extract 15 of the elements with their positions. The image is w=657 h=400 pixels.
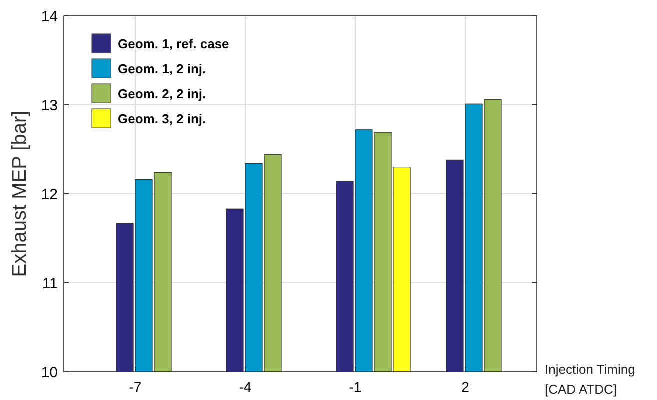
y-axis-title: Exhaust MEP [bar]	[9, 110, 31, 278]
legend-label: Geom. 2, 2 inj.	[118, 86, 206, 102]
y-tick-label: 12	[41, 186, 58, 204]
y-tick-label: 11	[42, 275, 58, 292]
x-tick-label: -4	[239, 379, 252, 395]
legend-label: Geom. 1, ref. case	[118, 36, 230, 52]
x-tick-label: -7	[129, 379, 142, 395]
y-tick-label: 10	[41, 364, 58, 382]
x-tick-label: -1	[349, 379, 362, 395]
legend-label: Geom. 3, 2 inj.	[118, 112, 206, 127]
y-tick-label: 13	[41, 97, 58, 114]
x-tick-label: 2	[462, 379, 470, 395]
legend-label: Geom. 1, 2 inj.	[118, 62, 206, 77]
x-axis-title: Injection Timing [CAD ATDC]	[545, 362, 636, 397]
y-tick-label: 14	[41, 8, 58, 26]
